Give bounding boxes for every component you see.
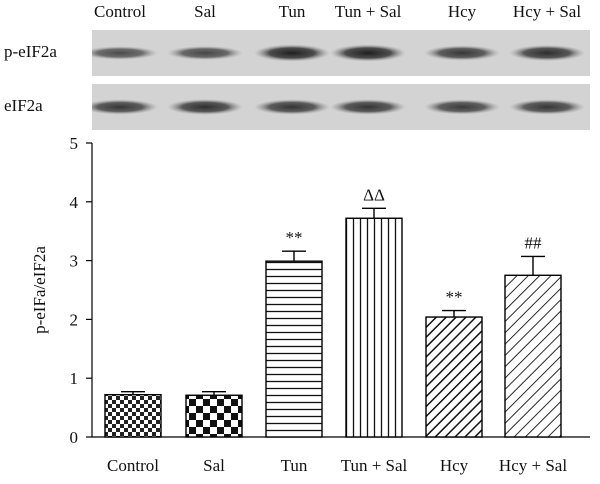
blot-band — [254, 44, 330, 62]
y-tick-label: 4 — [70, 193, 79, 212]
significance-mark: ** — [286, 228, 303, 247]
blot-lane-label: Hcy + Sal — [512, 2, 582, 21]
y-tick-label: 1 — [70, 369, 79, 388]
blot-band — [424, 99, 500, 115]
significance-mark: ** — [446, 288, 463, 307]
x-tick-label: Hcy — [440, 456, 469, 475]
x-tick-label: Sal — [203, 456, 225, 475]
y-axis-label: p-eIFa/eIF2a — [30, 246, 49, 334]
blot-band — [92, 46, 158, 60]
blot-lane-label: Tun — [278, 2, 306, 21]
blot-band — [92, 99, 158, 115]
bar-3 — [345, 217, 403, 438]
x-tick-label: Control — [107, 456, 159, 475]
blot-lane-label: Control — [94, 2, 146, 21]
x-tick-label: Tun — [281, 456, 308, 475]
blot-strip-p-eif2a — [92, 30, 590, 76]
significance-mark: ΔΔ — [363, 185, 385, 204]
blot-row-label-eif2a: eIF2a — [4, 96, 43, 115]
blot-band — [509, 99, 585, 115]
blot-strip-eif2a — [92, 84, 590, 130]
y-tick-label: 5 — [70, 134, 79, 153]
bar-1 — [185, 394, 243, 438]
bar-5 — [504, 274, 562, 438]
blot-band — [167, 99, 243, 115]
blot-lane-label: Tun + Sal — [334, 2, 402, 21]
blot-band — [509, 45, 585, 61]
y-tick-label: 2 — [70, 310, 79, 329]
blot-band — [167, 46, 243, 60]
x-tick-label: Tun + Sal — [341, 456, 408, 475]
y-tick-label: 0 — [70, 428, 79, 447]
blot-band — [424, 45, 500, 61]
blot-band — [254, 99, 330, 115]
bar-0 — [104, 393, 162, 438]
blot-row-label-p-eif2a: p-eIF2a — [4, 42, 57, 61]
blot-band — [330, 99, 406, 115]
blot-lane-label: Sal — [194, 2, 216, 21]
bar-2 — [265, 260, 323, 438]
y-tick-label: 3 — [70, 252, 79, 271]
significance-mark: ## — [525, 233, 543, 252]
blot-band — [330, 44, 406, 62]
bar-4 — [425, 316, 483, 438]
blot-lane-label: Hcy — [447, 2, 477, 21]
x-tick-label: Hcy + Sal — [499, 456, 567, 475]
